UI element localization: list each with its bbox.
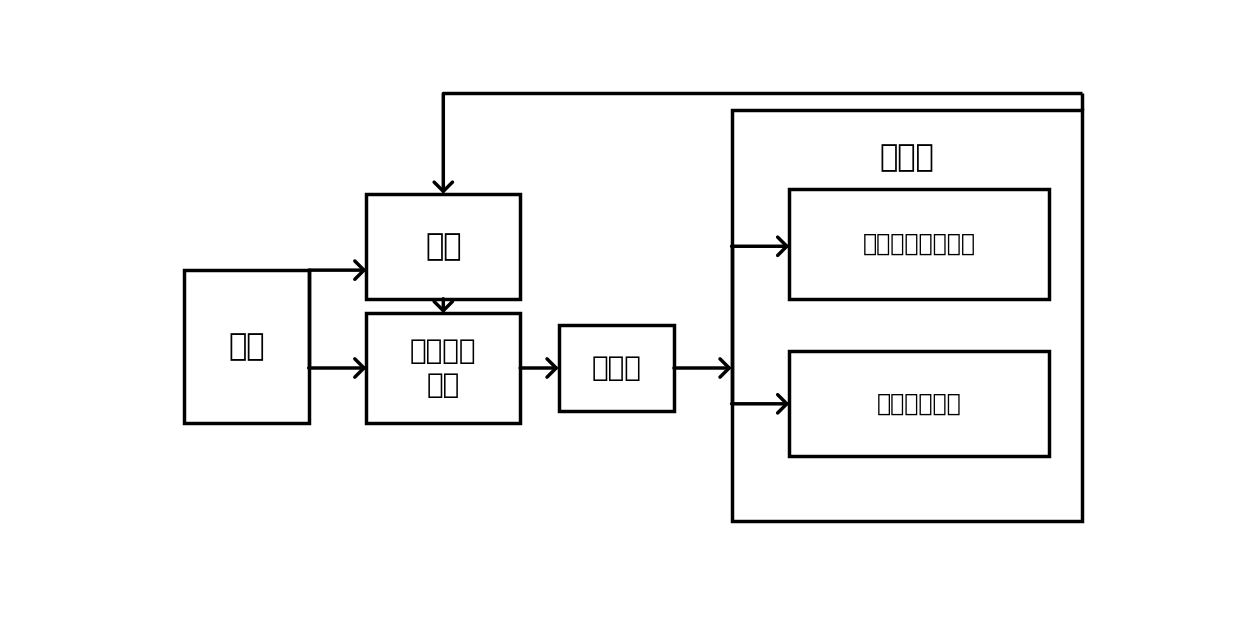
- Text: 动子位置检测单元: 动子位置检测单元: [863, 232, 976, 256]
- Bar: [789, 352, 1049, 456]
- Bar: [789, 189, 1049, 299]
- Text: 电机: 电机: [425, 232, 461, 261]
- Bar: [732, 110, 1083, 521]
- Text: 电流检测
电路: 电流检测 电路: [410, 337, 476, 399]
- Text: 电源: 电源: [228, 332, 264, 361]
- Text: 单片机: 单片机: [879, 143, 935, 172]
- Bar: [184, 270, 309, 423]
- Bar: [558, 325, 675, 411]
- Bar: [367, 313, 521, 423]
- Text: 积分器: 积分器: [591, 354, 641, 382]
- Bar: [367, 193, 521, 299]
- Text: 电机换相单元: 电机换相单元: [877, 392, 961, 416]
